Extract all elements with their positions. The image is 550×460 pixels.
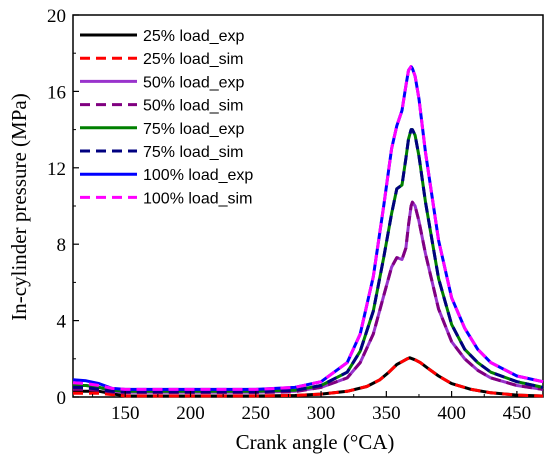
x-tick-label: 350: [372, 403, 401, 424]
x-axis-ticks: 150 200 250 300 350 400 450: [92, 391, 532, 424]
x-tick-label: 450: [503, 403, 532, 424]
x-tick-label: 400: [437, 403, 466, 424]
y-axis-ticks: 0 4 8 12 16 20: [47, 6, 79, 409]
x-tick-label: 150: [111, 403, 140, 424]
y-tick-label: 0: [57, 388, 67, 409]
series-line-5: [73, 128, 544, 394]
y-axis-label: In-cylinder pressure (MPa): [7, 93, 31, 320]
series-layer: [72, 65, 544, 398]
y-tick-label: 4: [57, 312, 67, 333]
x-tick-label: 200: [176, 403, 205, 424]
y-tick-label: 12: [47, 159, 66, 180]
y-tick-label: 20: [47, 6, 66, 27]
legend-label: 100% load_exp: [143, 167, 253, 184]
legend-label: 75% load_sim: [143, 144, 244, 161]
legend-label: 75% load_exp: [143, 121, 245, 138]
y-tick-label: 8: [57, 235, 67, 256]
legend-label: 100% load_sim: [143, 190, 252, 207]
legend-label: 50% load_sim: [143, 98, 244, 115]
x-axis-label: Crank angle (°CA): [236, 430, 395, 454]
legend: 25% load_exp 25% load_sim 50% load_exp 50% …: [80, 28, 253, 207]
legend-label: 25% load_sim: [143, 51, 244, 68]
y-tick-label: 16: [47, 82, 66, 103]
series-line-3: [73, 200, 544, 395]
legend-label: 50% load_exp: [143, 74, 245, 91]
x-tick-label: 250: [242, 403, 271, 424]
series-line-7: [72, 65, 544, 391]
legend-label: 25% load_exp: [143, 28, 245, 45]
x-tick-label: 300: [307, 403, 336, 424]
